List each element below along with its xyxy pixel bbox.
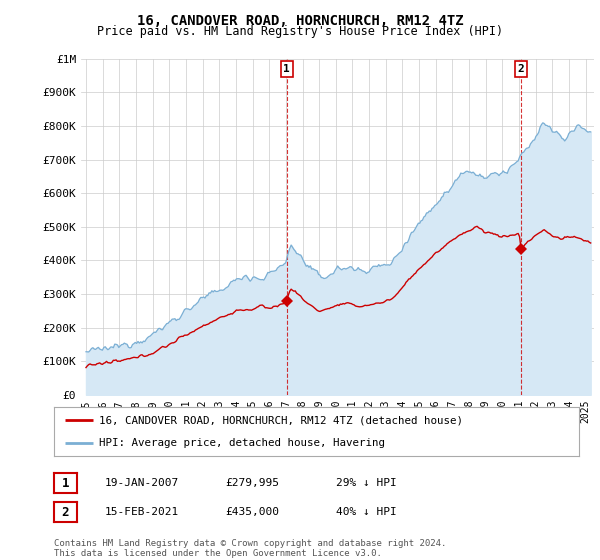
Text: Price paid vs. HM Land Registry's House Price Index (HPI): Price paid vs. HM Land Registry's House … xyxy=(97,25,503,38)
Text: 2: 2 xyxy=(62,506,69,519)
Text: 19-JAN-2007: 19-JAN-2007 xyxy=(105,478,179,488)
Text: £435,000: £435,000 xyxy=(225,507,279,517)
Text: HPI: Average price, detached house, Havering: HPI: Average price, detached house, Have… xyxy=(98,438,385,448)
Text: 29% ↓ HPI: 29% ↓ HPI xyxy=(336,478,397,488)
Text: 1: 1 xyxy=(283,64,290,74)
Text: 15-FEB-2021: 15-FEB-2021 xyxy=(105,507,179,517)
Text: 16, CANDOVER ROAD, HORNCHURCH, RM12 4TZ: 16, CANDOVER ROAD, HORNCHURCH, RM12 4TZ xyxy=(137,14,463,28)
Text: 1: 1 xyxy=(62,477,69,490)
Text: 16, CANDOVER ROAD, HORNCHURCH, RM12 4TZ (detached house): 16, CANDOVER ROAD, HORNCHURCH, RM12 4TZ … xyxy=(98,416,463,426)
Text: £279,995: £279,995 xyxy=(225,478,279,488)
Text: 2: 2 xyxy=(518,64,524,74)
Text: Contains HM Land Registry data © Crown copyright and database right 2024.
This d: Contains HM Land Registry data © Crown c… xyxy=(54,539,446,558)
Text: 40% ↓ HPI: 40% ↓ HPI xyxy=(336,507,397,517)
